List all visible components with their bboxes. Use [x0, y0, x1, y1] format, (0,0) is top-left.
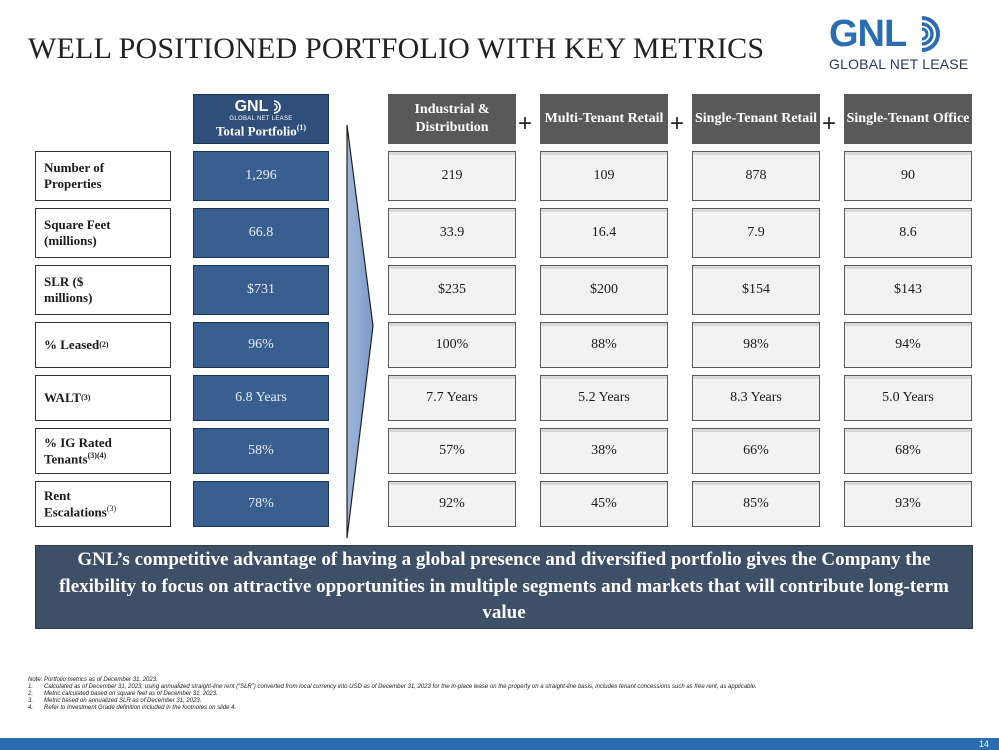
row-label-text: Rent Escalations: [44, 487, 107, 520]
row-label-leased: % Leased (2): [35, 322, 171, 368]
total-cell-ig-rated: 58%: [193, 428, 329, 474]
mini-logo-swirl-icon: [274, 100, 282, 114]
total-cell-leased: 96%: [193, 322, 329, 368]
segment-header-multi-tenant-retail: Multi-Tenant Retail: [540, 94, 668, 144]
row-label-slr: SLR ($ millions): [35, 265, 171, 315]
total-portfolio-header: GNL GLOBAL NET LEASE Total Portfolio(1): [193, 94, 329, 144]
footnote: 3. Metric based on annualized SLR as of D…: [28, 698, 978, 705]
footnote-intro: Note: Portfolio metrics as of December 3…: [28, 677, 158, 683]
footnote: 2. Metric calculated based on square feet…: [28, 691, 978, 698]
segment-cell: $200: [540, 265, 668, 315]
segment-cell: 8.3 Years: [692, 375, 820, 421]
mini-logo-subtitle: GLOBAL NET LEASE: [229, 115, 293, 122]
row-label-text: Number of Properties: [44, 159, 105, 191]
segment-cell: 93%: [844, 481, 972, 527]
row-label-ig-rated: % IG Rated Tenants(3)(4): [35, 428, 171, 474]
plus-icon: +: [822, 110, 837, 137]
mini-logo-text: GNL: [234, 97, 269, 115]
row-label-sup: (2): [99, 340, 109, 349]
logo-subtitle: GLOBAL NET LEASE: [829, 56, 969, 72]
total-cell-walt: 6.8 Years: [193, 375, 329, 421]
segment-cell: 90: [844, 151, 972, 201]
segment-cell: 94%: [844, 322, 972, 368]
segment-cell: 38%: [540, 428, 668, 474]
footnote-text: Calculated as of December 31, 2023, usin…: [44, 684, 757, 690]
row-label-rent-escalations: Rent Escalations(3): [35, 481, 171, 527]
total-cell-properties: 1,296: [193, 151, 329, 201]
row-label-text: % Leased: [44, 336, 100, 352]
row-label-sup: (3): [106, 503, 117, 513]
segment-cell: 5.2 Years: [540, 375, 668, 421]
segment-cell: 7.9: [692, 208, 820, 258]
page-title: WELL POSITIONED PORTFOLIO WITH KEY METRI…: [28, 32, 765, 65]
segment-cell: 100%: [388, 322, 516, 368]
segment-cell: 5.0 Years: [844, 375, 972, 421]
total-portfolio-label: Total Portfolio(1): [216, 123, 306, 139]
footnote-text: Metric based on annualized SLR as of Dec…: [44, 698, 202, 704]
row-label-square-feet: Square Feet (millions): [35, 208, 171, 258]
segment-cell: $143: [844, 265, 972, 315]
segment-cell: 109: [540, 151, 668, 201]
total-portfolio-label-sup: (1): [296, 122, 307, 132]
segment-header-single-tenant-office: Single-Tenant Office: [844, 94, 972, 144]
segment-cell: 98%: [692, 322, 820, 368]
total-cell-square-feet: 66.8: [193, 208, 329, 258]
total-cell-slr: $731: [193, 265, 329, 315]
footnotes: Note: Portfolio metrics as of December 3…: [28, 677, 978, 712]
segment-cell: 33.9: [388, 208, 516, 258]
row-label-sup: (3): [81, 393, 91, 402]
segment-cell: 85%: [692, 481, 820, 527]
footnote: 4. Refer to Investment Grade definition i…: [28, 705, 978, 712]
segment-cell: 57%: [388, 428, 516, 474]
logo-text: GNL: [829, 13, 907, 55]
segment-cell: 7.7 Years: [388, 375, 516, 421]
arrow-chevron-icon: [346, 124, 374, 539]
segment-cell: $235: [388, 265, 516, 315]
plus-icon: +: [518, 110, 533, 137]
segment-cell: $154: [692, 265, 820, 315]
plus-icon: +: [670, 110, 685, 137]
segment-cell: 88%: [540, 322, 668, 368]
segment-cell: 68%: [844, 428, 972, 474]
segment-header-single-tenant-retail: Single-Tenant Retail: [692, 94, 820, 144]
footnote-number: 1.: [28, 684, 34, 690]
footnote-number: 2.: [28, 691, 34, 697]
footer-bar: [0, 738, 999, 750]
segment-cell: 66%: [692, 428, 820, 474]
segment-cell: 92%: [388, 481, 516, 527]
footnote: 1. Calculated as of December 31, 2023, us…: [28, 684, 978, 691]
segment-cell: 8.6: [844, 208, 972, 258]
segment-header-industrial: Industrial & Distribution: [388, 94, 516, 144]
row-label-text: SLR ($ millions): [44, 273, 93, 305]
segment-cell: 16.4: [540, 208, 668, 258]
gnl-logo: GNL GLOBAL NET LEASE: [829, 14, 979, 84]
footnote-text: Metric calculated based on square feet a…: [44, 691, 218, 697]
row-label-text: WALT: [44, 389, 82, 405]
summary-banner: GNL’s competitive advantage of having a …: [35, 545, 973, 629]
row-label-walt: WALT (3): [35, 375, 171, 421]
segment-cell: 219: [388, 151, 516, 201]
row-label-text: % IG Rated Tenants: [44, 434, 112, 467]
footnote-number: 4.: [28, 705, 34, 711]
total-portfolio-label-text: Total Portfolio: [215, 123, 297, 139]
footnote-text: Refer to Investment Grade definition inc…: [44, 705, 237, 711]
row-label-text: Square Feet (millions): [44, 216, 111, 248]
footnote-number: 3.: [28, 698, 34, 704]
segment-cell: 878: [692, 151, 820, 201]
segment-cell: 45%: [540, 481, 668, 527]
row-label-properties: Number of Properties: [35, 151, 171, 201]
page-number: 14: [978, 739, 989, 749]
mini-logo: GNL: [234, 97, 288, 115]
logo-swirl-icon: [921, 16, 941, 52]
row-label-sup: (3)(4): [87, 450, 107, 460]
total-cell-rent-escalations: 78%: [193, 481, 329, 527]
